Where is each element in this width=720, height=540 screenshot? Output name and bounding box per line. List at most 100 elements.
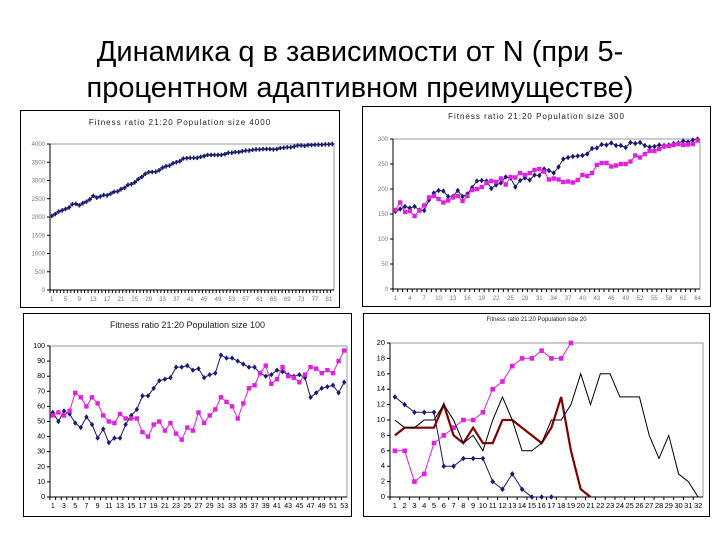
- y-tick-label: 1000: [32, 252, 46, 258]
- series-run1: [392, 394, 554, 500]
- data-point: [145, 434, 151, 439]
- y-tick-label: 20: [377, 338, 385, 347]
- data-point: [652, 143, 657, 150]
- data-point: [421, 207, 427, 214]
- data-point: [570, 180, 576, 185]
- data-point: [162, 376, 168, 382]
- data-point: [224, 399, 229, 405]
- data-point: [589, 145, 595, 152]
- series-run1: [49, 141, 335, 219]
- x-tick-label: 7: [423, 296, 427, 302]
- data-point: [291, 375, 296, 380]
- data-point: [529, 494, 535, 500]
- x-tick-label: 46: [608, 296, 615, 302]
- data-point: [177, 158, 183, 164]
- x-tick-label: 1: [51, 503, 55, 510]
- y-tick-label: 16: [377, 369, 385, 378]
- data-point: [637, 139, 643, 146]
- data-point: [570, 153, 576, 160]
- x-tick-label: 51: [329, 503, 337, 510]
- data-point: [412, 409, 417, 416]
- data-point: [500, 486, 505, 493]
- data-point: [661, 144, 667, 149]
- data-point: [490, 478, 496, 485]
- data-point: [546, 177, 552, 182]
- data-point: [77, 203, 82, 208]
- data-point: [341, 348, 347, 353]
- x-tick-label: 64: [694, 296, 701, 302]
- data-point: [179, 437, 184, 442]
- series-line: [394, 396, 552, 498]
- data-point: [613, 163, 619, 168]
- data-point: [95, 435, 100, 441]
- data-point: [162, 428, 168, 433]
- plot-area: [392, 138, 701, 290]
- data-point: [145, 393, 151, 399]
- data-point: [129, 416, 134, 421]
- x-tick-label: 12: [498, 501, 506, 510]
- x-tick-label: 15: [528, 501, 536, 510]
- data-point: [451, 463, 456, 469]
- data-point: [73, 201, 79, 207]
- y-tick-label: 0: [385, 287, 389, 293]
- data-point: [168, 375, 173, 381]
- data-point: [98, 194, 103, 199]
- y-tick-label: 3500: [32, 160, 46, 166]
- x-tick-label: 61: [680, 296, 687, 302]
- data-point: [568, 340, 574, 346]
- data-point: [657, 142, 662, 148]
- series-run3: [394, 396, 592, 498]
- data-point: [117, 411, 123, 417]
- data-point: [685, 142, 691, 147]
- x-tick-label: 5: [432, 501, 436, 510]
- y-tick-label: 2500: [32, 197, 46, 203]
- x-tick-label: 17: [139, 503, 147, 510]
- y-tick-label: 0: [41, 494, 45, 501]
- chart-title: Fitness ratio 21:20 Population size 300: [448, 112, 625, 121]
- data-point: [84, 199, 89, 204]
- data-point: [56, 209, 61, 214]
- data-point: [167, 163, 172, 168]
- data-point: [421, 409, 427, 416]
- data-point: [451, 425, 456, 430]
- x-tick-label: 14: [518, 501, 526, 510]
- data-point: [441, 188, 446, 194]
- x-tick-label: 29: [665, 501, 673, 510]
- data-point: [431, 440, 437, 446]
- data-point: [402, 209, 408, 215]
- series-line: [51, 143, 333, 217]
- data-point: [196, 410, 201, 415]
- data-point: [513, 184, 518, 190]
- data-point: [56, 418, 61, 425]
- y-tick-label: 40: [37, 434, 45, 441]
- data-point: [194, 155, 200, 161]
- series-run2: [393, 138, 700, 219]
- data-point: [66, 205, 72, 210]
- y-tick-label: 0: [381, 492, 385, 501]
- x-tick-label: 26: [635, 501, 643, 510]
- data-point: [151, 385, 156, 391]
- data-point: [50, 413, 56, 418]
- x-tick-label: 9: [471, 501, 475, 510]
- data-point: [681, 142, 686, 148]
- data-point: [479, 184, 484, 190]
- y-tick-label: 12: [377, 400, 385, 409]
- data-point: [585, 151, 590, 157]
- data-point: [330, 370, 336, 376]
- data-point: [575, 153, 580, 159]
- x-tick-label: 13: [450, 296, 457, 302]
- data-point: [173, 431, 179, 436]
- data-point: [218, 395, 224, 400]
- data-point: [470, 417, 476, 423]
- y-tick-label: 30: [37, 449, 45, 456]
- data-point: [229, 404, 235, 409]
- data-point: [274, 146, 280, 152]
- data-point: [676, 141, 681, 147]
- data-point: [153, 169, 158, 174]
- x-tick-label: 11: [489, 501, 497, 510]
- data-point: [500, 379, 505, 384]
- data-point: [56, 410, 61, 415]
- data-point: [480, 410, 486, 415]
- data-point: [173, 364, 179, 370]
- data-point: [84, 404, 89, 409]
